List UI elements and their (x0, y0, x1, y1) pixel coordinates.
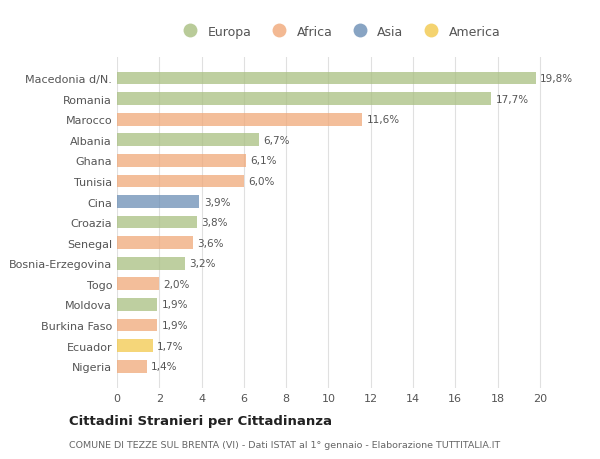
Text: 3,2%: 3,2% (189, 259, 215, 269)
Text: COMUNE DI TEZZE SUL BRENTA (VI) - Dati ISTAT al 1° gennaio - Elaborazione TUTTIT: COMUNE DI TEZZE SUL BRENTA (VI) - Dati I… (69, 441, 500, 449)
Text: 3,9%: 3,9% (203, 197, 230, 207)
Bar (117, 360, 146, 373)
Bar (117, 73, 536, 85)
Text: Cittadini Stranieri per Cittadinanza: Cittadini Stranieri per Cittadinanza (69, 414, 332, 428)
Bar (117, 278, 159, 291)
Text: 1,9%: 1,9% (161, 300, 188, 310)
Bar (117, 298, 157, 311)
Bar (117, 175, 244, 188)
Text: 2,0%: 2,0% (164, 279, 190, 289)
Text: 3,8%: 3,8% (202, 218, 228, 228)
Bar (117, 216, 197, 229)
Bar (117, 319, 157, 332)
Bar (117, 237, 193, 250)
Text: 3,6%: 3,6% (197, 238, 224, 248)
Text: 19,8%: 19,8% (540, 74, 573, 84)
Bar (117, 155, 246, 168)
Bar (117, 257, 185, 270)
Text: 6,0%: 6,0% (248, 177, 274, 186)
Text: 6,1%: 6,1% (250, 156, 277, 166)
Text: 1,9%: 1,9% (161, 320, 188, 330)
Bar (117, 134, 259, 147)
Bar (117, 113, 362, 126)
Text: 1,4%: 1,4% (151, 362, 178, 371)
Text: 17,7%: 17,7% (496, 95, 529, 104)
Bar (117, 196, 199, 208)
Text: 11,6%: 11,6% (367, 115, 400, 125)
Bar (117, 93, 491, 106)
Text: 6,7%: 6,7% (263, 135, 289, 146)
Bar (117, 340, 153, 353)
Legend: Europa, Africa, Asia, America: Europa, Africa, Asia, America (173, 21, 505, 44)
Text: 1,7%: 1,7% (157, 341, 184, 351)
